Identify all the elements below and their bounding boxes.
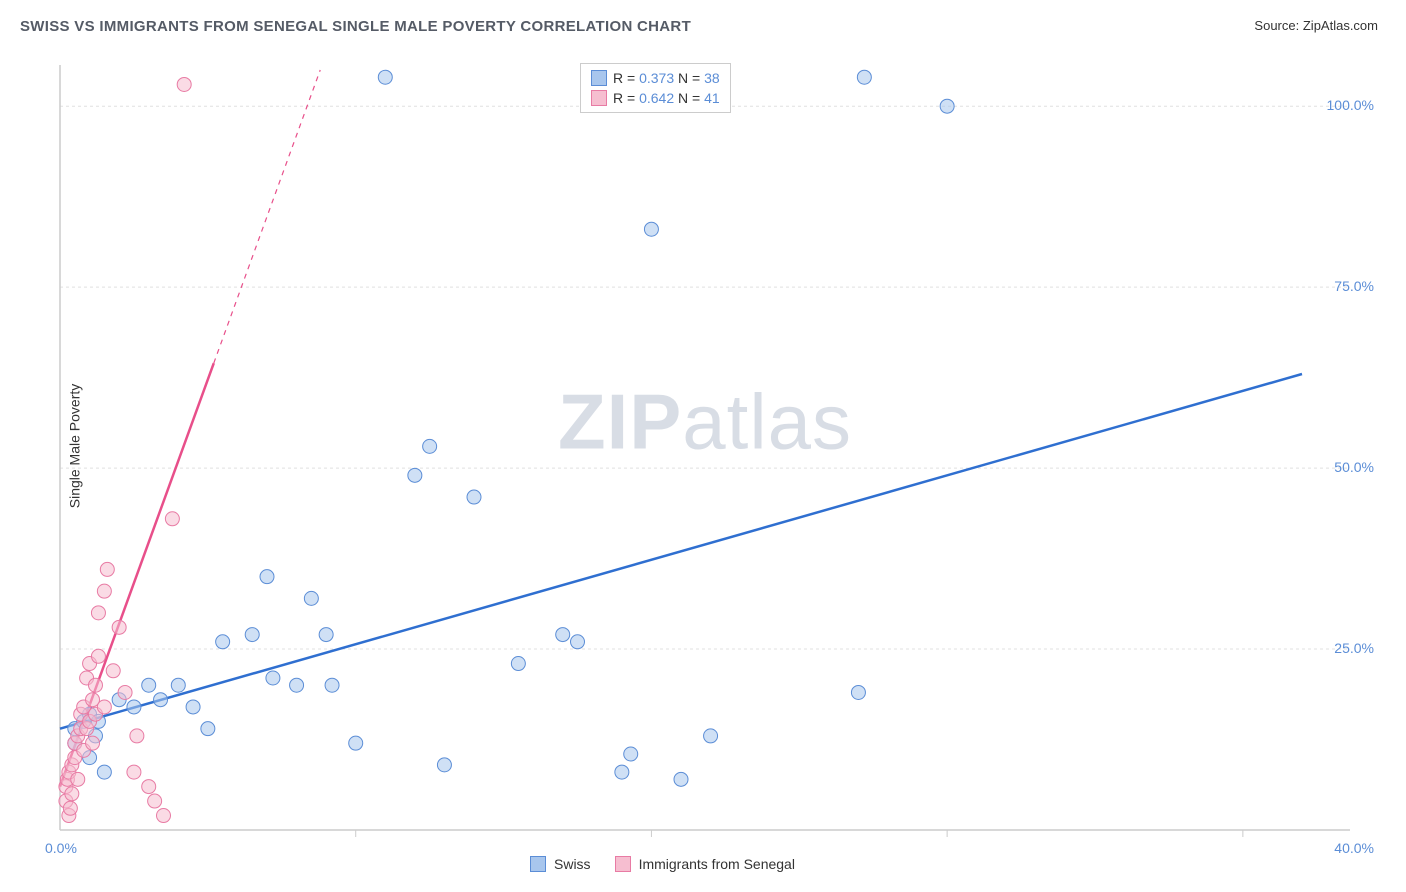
legend-series-label: Immigrants from Senegal [639, 856, 795, 872]
correlation-legend: R = 0.373 N = 38 R = 0.642 N = 41 [580, 63, 731, 113]
scatter-chart [50, 60, 1360, 848]
y-tick-label: 75.0% [1334, 278, 1374, 294]
legend-row: R = 0.642 N = 41 [591, 88, 720, 108]
source-label: Source: [1254, 18, 1299, 33]
legend-row: R = 0.373 N = 38 [591, 68, 720, 88]
series-legend: Swiss Immigrants from Senegal [530, 856, 811, 872]
plot-area: ZIPatlas [50, 60, 1360, 848]
y-tick-label: 50.0% [1334, 459, 1374, 475]
legend-swatch-icon [615, 856, 631, 872]
legend-swatch-icon [591, 90, 607, 106]
legend-series-label: Swiss [554, 856, 591, 872]
x-tick-label: 0.0% [45, 840, 77, 856]
legend-swatch-icon [591, 70, 607, 86]
legend-text: R = 0.642 N = 41 [613, 90, 720, 106]
y-tick-label: 100.0% [1327, 97, 1374, 113]
source-attribution: Source: ZipAtlas.com [1254, 18, 1378, 33]
legend-text: R = 0.373 N = 38 [613, 70, 720, 86]
legend-swatch-icon [530, 856, 546, 872]
x-tick-label: 40.0% [1334, 840, 1374, 856]
source-value: ZipAtlas.com [1303, 18, 1378, 33]
chart-title: SWISS VS IMMIGRANTS FROM SENEGAL SINGLE … [20, 18, 691, 35]
y-tick-label: 25.0% [1334, 640, 1374, 656]
chart-container: SWISS VS IMMIGRANTS FROM SENEGAL SINGLE … [0, 0, 1406, 892]
